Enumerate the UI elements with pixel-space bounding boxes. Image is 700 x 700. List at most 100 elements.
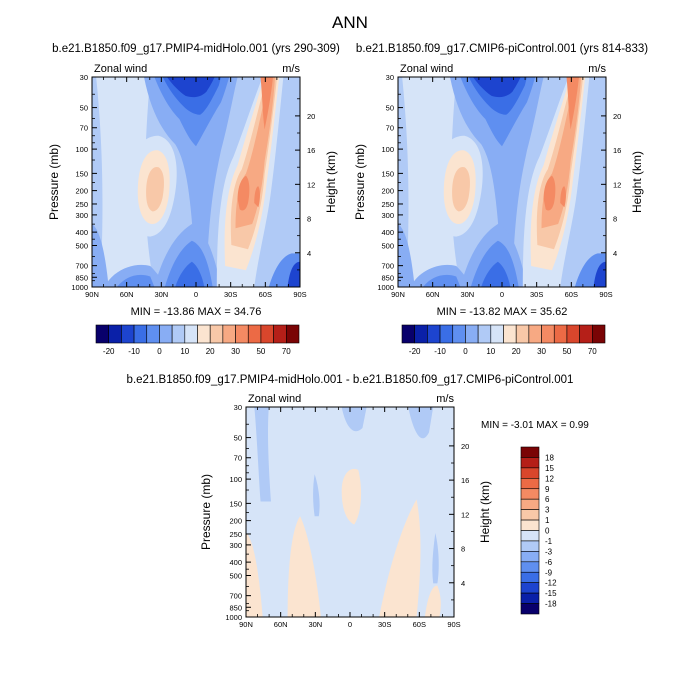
y-tick-label: 100 [75, 145, 88, 154]
colorbar-swatch [490, 324, 504, 344]
colorbar-label: -12 [545, 579, 557, 588]
y2-tick-label: 20 [461, 442, 469, 451]
x-tick-label: 30N [154, 290, 168, 299]
variable-label: Zonal wind [94, 63, 147, 75]
x-tick-label: 90S [447, 620, 460, 629]
y-tick-label: 50 [80, 104, 88, 113]
colorbar-swatch [520, 551, 540, 563]
colorbar-label: 1 [545, 516, 550, 525]
colorbar-swatch [235, 324, 249, 344]
colorbar-label: 9 [545, 485, 550, 494]
y2-tick-label: 12 [461, 510, 469, 519]
colorbar-label: 10 [180, 347, 189, 356]
y2-tick-label: 20 [613, 112, 621, 121]
y-tick-label: 70 [386, 124, 394, 133]
y-tick-label: 30 [80, 73, 88, 82]
y2-axis-label: Height (km) [478, 481, 492, 543]
colorbar-swatch [133, 324, 148, 344]
contour-field [246, 407, 454, 617]
colorbar-swatch [520, 478, 540, 490]
colorbar-top-left: -20 -10 0 10 20 30 50 70 [95, 324, 300, 356]
x-tick-label: 60S [565, 290, 578, 299]
colorbar-swatch [260, 324, 274, 344]
y2-tick-label: 16 [307, 146, 315, 155]
min-max-stats: MIN = -13.82 MAX = 35.62 [437, 306, 568, 318]
colorbar-swatch [528, 324, 542, 344]
colorbar-swatch [520, 540, 540, 552]
colorbar-swatch [553, 324, 568, 344]
y2-tick-label: 8 [613, 215, 617, 224]
x-tick-label: 30S [224, 290, 237, 299]
panel-title: b.e21.B1850.f09_g17.PMIP4-midHolo.001 - … [127, 374, 574, 386]
y-tick-label: 100 [381, 145, 394, 154]
colorbar-swatch [273, 324, 287, 344]
colorbar-swatch [465, 324, 479, 344]
y-tick-label: 100 [229, 475, 242, 484]
panel-bottom-diff: b.e21.B1850.f09_g17.PMIP4-midHolo.001 - … [127, 374, 590, 629]
y-tick-label: 500 [229, 571, 242, 580]
x-tick-label: 60N [426, 290, 440, 299]
y-tick-label: 700 [381, 262, 394, 271]
colorbar-swatch [108, 324, 122, 344]
y-tick-label: 200 [381, 187, 394, 196]
x-tick-label: 90S [293, 290, 306, 299]
colorbar-swatch [566, 324, 580, 344]
y2-tick-label: 4 [307, 249, 311, 258]
y-tick-label: 850 [229, 603, 242, 612]
x-tick-label: 30S [378, 620, 391, 629]
x-tick-label: 0 [500, 290, 504, 299]
y2-axis-label: Height (km) [324, 151, 338, 213]
colorbar-label: 20 [206, 347, 215, 356]
colorbar-label: 20 [512, 347, 521, 356]
colorbar-swatch [209, 324, 224, 344]
colorbar-top-right: -20 -10 0 10 20 30 50 70 [401, 324, 606, 356]
colorbar-swatch [520, 571, 540, 583]
y2-tick-label: 4 [461, 579, 465, 588]
panel-title: b.e21.B1850.f09_g17.CMIP6-piControl.001 … [356, 43, 648, 55]
y2-tick-label: 8 [307, 215, 311, 224]
colorbar-swatch [401, 324, 415, 344]
colorbar-label: 30 [537, 347, 546, 356]
colorbar-label: -9 [545, 568, 553, 577]
colorbar-swatch [520, 498, 540, 510]
y-tick-label: 300 [381, 211, 394, 220]
colorbar-label: 10 [486, 347, 495, 356]
colorbar-swatch [520, 592, 540, 604]
y-tick-label: 300 [75, 211, 88, 220]
colorbar-swatch [414, 324, 428, 344]
contour-field [398, 77, 606, 287]
y-tick-label: 150 [75, 169, 88, 178]
y2-tick-label: 16 [613, 146, 621, 155]
units-label: m/s [282, 63, 300, 75]
colorbar-label: 6 [545, 495, 550, 504]
colorbar-label: 0 [463, 347, 468, 356]
colorbar-swatch [520, 457, 540, 469]
x-tick-label: 30N [460, 290, 474, 299]
y-tick-label: 1000 [71, 283, 88, 292]
x-tick-label: 60N [274, 620, 288, 629]
colorbar-label: -20 [103, 347, 115, 356]
y-axis-label: Pressure (mb) [353, 144, 367, 220]
y-tick-label: 300 [229, 541, 242, 550]
y-tick-label: 500 [381, 241, 394, 250]
min-max-stats: MIN = -3.01 MAX = 0.99 [481, 420, 589, 431]
colorbar-swatch [427, 324, 441, 344]
y-tick-label: 250 [381, 200, 394, 209]
y-tick-label: 400 [229, 558, 242, 567]
colorbar-swatch [95, 324, 109, 344]
colorbar-label: 30 [231, 347, 240, 356]
x-tick-label: 90N [391, 290, 405, 299]
panel-top-right: b.e21.B1850.f09_g17.CMIP6-piControl.001 … [353, 43, 648, 318]
x-tick-label: 0 [348, 620, 352, 629]
panel-top-left: b.e21.B1850.f09_g17.PMIP4-midHolo.001 (y… [47, 43, 340, 318]
y-tick-label: 850 [75, 273, 88, 282]
colorbar-swatch [286, 324, 300, 344]
y-axis-label: Pressure (mb) [199, 474, 213, 550]
x-tick-label: 0 [194, 290, 198, 299]
y-tick-label: 1000 [377, 283, 394, 292]
colorbar-label: -15 [545, 589, 557, 598]
